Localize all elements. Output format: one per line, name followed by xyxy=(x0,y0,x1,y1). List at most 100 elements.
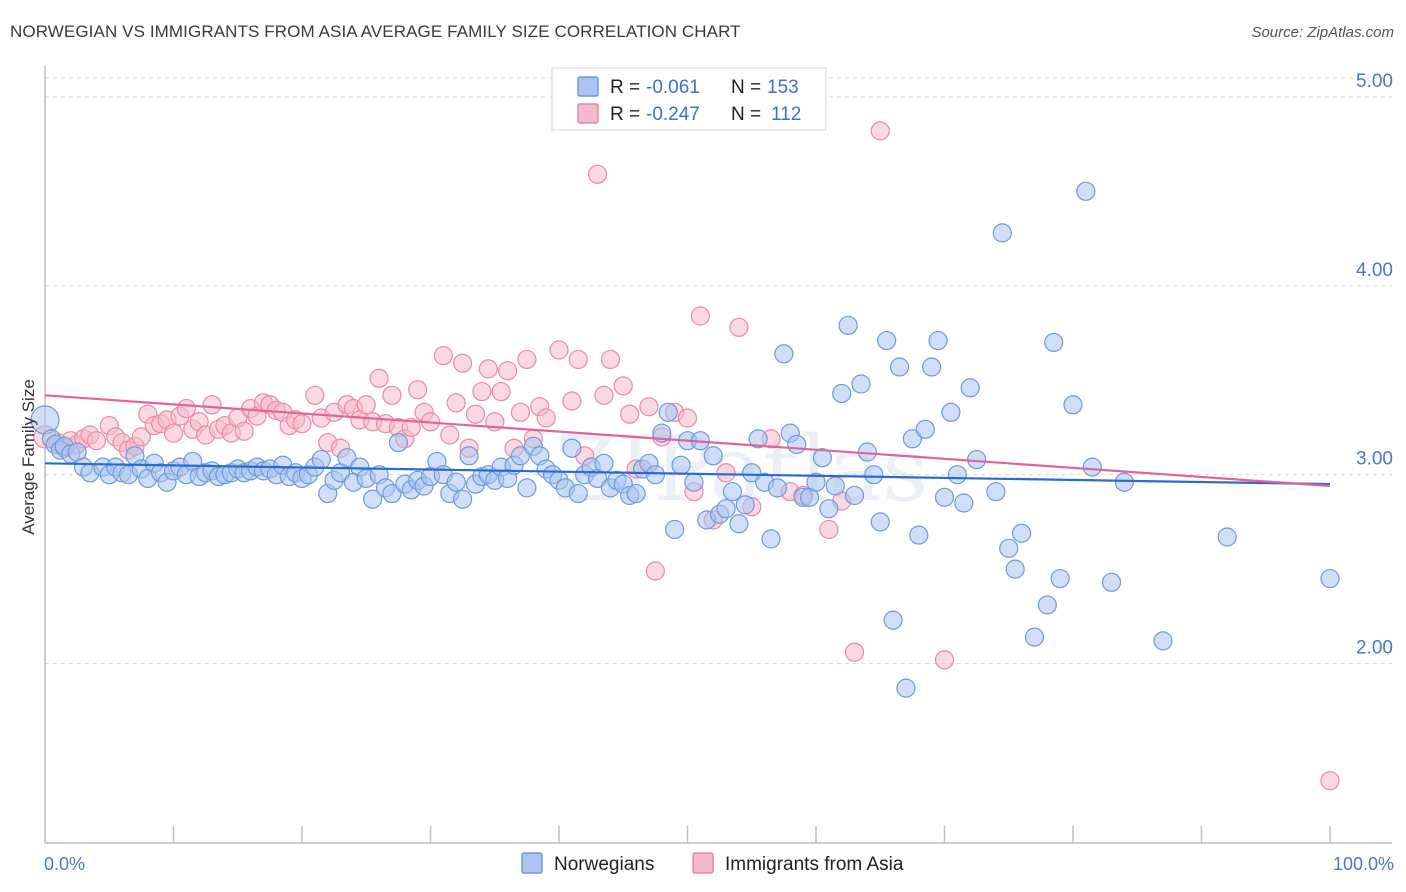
point-norwegians xyxy=(626,483,646,504)
point-immigrants-from-asia xyxy=(131,427,151,447)
point-norwegians xyxy=(864,465,884,485)
point-norwegians xyxy=(742,463,762,483)
point-immigrants-from-asia xyxy=(510,402,531,422)
stats-r-label-1: R = xyxy=(610,77,640,98)
stats-n-label-2: N = xyxy=(731,104,761,125)
point-norwegians xyxy=(1050,568,1070,589)
point-norwegians xyxy=(1037,595,1057,615)
point-immigrants-from-asia xyxy=(440,425,460,445)
legend-swatch-immigrants-from-asia xyxy=(692,852,714,874)
point-immigrants-from-asia xyxy=(401,417,421,438)
point-immigrants-from-asia xyxy=(690,306,710,326)
point-norwegians xyxy=(735,495,755,515)
point-immigrants-from-asia xyxy=(594,385,614,405)
stats-r-value-1: -0.061 xyxy=(646,77,700,98)
point-immigrants-from-asia xyxy=(517,349,537,370)
point-immigrants-from-asia xyxy=(677,408,698,428)
point-norwegians xyxy=(960,378,980,398)
point-norwegians xyxy=(941,402,961,422)
point-norwegians xyxy=(729,514,749,534)
point-norwegians xyxy=(934,487,955,507)
point-norwegians xyxy=(909,525,929,545)
point-immigrants-from-asia xyxy=(369,368,389,388)
point-norwegians xyxy=(986,482,1006,502)
point-norwegians xyxy=(722,482,743,502)
point-immigrants-from-asia xyxy=(639,397,659,417)
point-norwegians xyxy=(806,472,826,492)
point-immigrants-from-asia xyxy=(587,164,608,184)
point-immigrants-from-asia xyxy=(491,381,511,402)
point-norwegians xyxy=(562,438,582,458)
point-norwegians xyxy=(716,499,736,519)
point-immigrants-from-asia xyxy=(934,650,955,670)
point-norwegians xyxy=(1044,332,1064,353)
point-immigrants-from-asia xyxy=(562,391,582,411)
point-norwegians xyxy=(645,465,665,485)
chart-title: NORWEGIAN VS IMMIGRANTS FROM ASIA AVERAG… xyxy=(10,22,741,41)
x-tick-labels: 0.0% 100.0% xyxy=(44,854,1394,874)
point-norwegians xyxy=(510,446,531,466)
stats-n-label-1: N = xyxy=(731,77,761,98)
point-norwegians xyxy=(388,432,408,453)
point-norwegians xyxy=(1011,523,1032,543)
point-immigrants-from-asia xyxy=(356,395,376,415)
point-norwegians xyxy=(1153,631,1173,651)
point-immigrants-from-asia xyxy=(453,353,473,373)
point-immigrants-from-asia xyxy=(716,463,736,483)
legend-label-immigrants-from-asia: Immigrants from Asia xyxy=(725,854,904,875)
stats-swatch-pink xyxy=(577,103,599,124)
point-norwegians xyxy=(761,529,781,549)
stats-swatch-blue xyxy=(577,76,599,97)
y-tick-labels: 5.00 4.00 3.00 2.00 xyxy=(1356,71,1393,659)
stats-r-label-2: R = xyxy=(610,104,640,125)
point-norwegians xyxy=(1320,568,1340,589)
gridlines xyxy=(45,77,1392,665)
point-immigrants-from-asia xyxy=(819,519,839,540)
point-immigrants-from-asia xyxy=(478,359,498,379)
point-immigrants-from-asia xyxy=(613,376,633,396)
stats-n-value-1: 153 xyxy=(767,77,799,98)
point-immigrants-from-asia xyxy=(645,561,665,581)
point-immigrants-from-asia xyxy=(446,393,466,413)
point-norwegians xyxy=(1005,559,1025,579)
point-norwegians xyxy=(851,374,871,394)
point-norwegians xyxy=(844,485,865,506)
point-norwegians xyxy=(954,493,974,513)
x-tick-label: 0.0% xyxy=(44,854,85,874)
point-norwegians xyxy=(870,512,890,532)
trend-lines xyxy=(44,394,1331,488)
point-norwegians xyxy=(459,446,479,466)
point-norwegians xyxy=(446,472,466,492)
point-norwegians xyxy=(453,489,473,509)
point-immigrants-from-asia xyxy=(472,381,492,402)
point-norwegians xyxy=(748,429,768,449)
point-immigrants-from-asia xyxy=(382,385,402,405)
point-norwegians xyxy=(1114,472,1135,492)
point-immigrants-from-asia xyxy=(86,431,107,451)
point-immigrants-from-asia xyxy=(844,642,865,662)
point-norwegians xyxy=(838,315,858,336)
point-norwegians xyxy=(1082,457,1102,477)
point-norwegians xyxy=(774,344,794,364)
point-norwegians xyxy=(665,519,685,540)
stats-r-value-2: -0.247 xyxy=(646,104,700,125)
y-tick-label: 4.00 xyxy=(1356,260,1393,281)
point-immigrants-from-asia xyxy=(202,395,222,415)
point-norwegians xyxy=(703,446,723,466)
point-norwegians xyxy=(311,449,331,470)
point-immigrants-from-asia xyxy=(568,349,588,370)
point-norwegians xyxy=(896,678,916,698)
point-immigrants-from-asia xyxy=(292,414,312,434)
point-norwegians xyxy=(363,489,383,509)
axes xyxy=(44,66,1392,844)
point-norwegians xyxy=(658,402,678,422)
y-tick-label: 2.00 xyxy=(1356,638,1393,659)
point-immigrants-from-asia xyxy=(1320,771,1340,791)
point-norwegians xyxy=(825,476,845,496)
point-norwegians xyxy=(812,448,833,468)
point-norwegians xyxy=(819,499,839,519)
point-norwegians xyxy=(1101,572,1122,592)
point-norwegians xyxy=(382,483,402,504)
stats-n-value-2: 112 xyxy=(771,104,801,125)
